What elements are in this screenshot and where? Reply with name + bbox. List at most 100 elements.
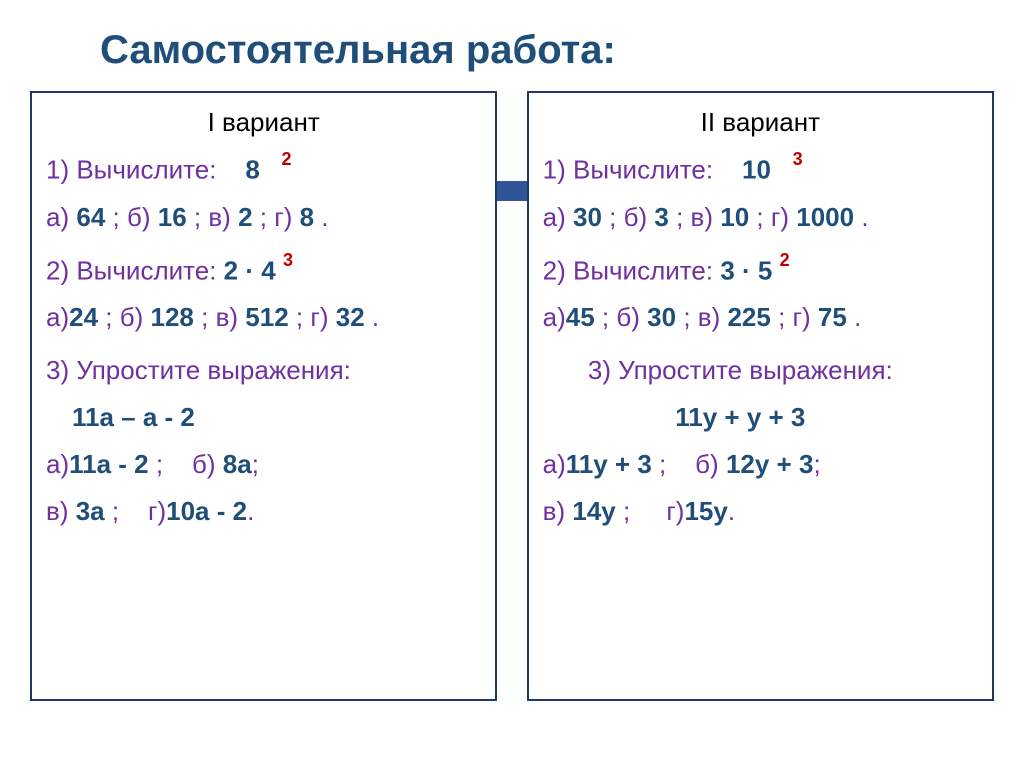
val: 75: [818, 302, 847, 332]
val: 8: [300, 202, 314, 232]
val: 225: [727, 302, 770, 332]
v2-q3-opts2: в) 14y ; г)15y.: [543, 492, 978, 531]
v2-q3-opts1: а)11y + 3 ; б) 12y + 3;: [543, 445, 978, 484]
opt: ; б): [609, 202, 647, 232]
exp: 3: [283, 250, 293, 270]
opt: ; в): [683, 302, 720, 332]
val: 15y: [684, 496, 727, 526]
opt: ; г): [623, 496, 684, 526]
variant-2-header: II вариант: [543, 103, 978, 142]
v1-q1-base: 8: [245, 155, 259, 185]
opt: ; в): [201, 302, 238, 332]
val: 3a: [76, 496, 105, 526]
end: .: [861, 202, 868, 232]
columns: I вариант 1) Вычислите: 8 2 а) 64 ; б) 1…: [30, 91, 994, 701]
opt-d: ; г): [260, 202, 293, 232]
end: .: [372, 302, 379, 332]
end: ;: [252, 449, 259, 479]
val: 11a - 2: [69, 449, 149, 479]
v1-q3-opts1: а)11a - 2 ; б) 8a;: [46, 445, 481, 484]
opt: в): [543, 496, 565, 526]
panel-connector: [497, 181, 526, 201]
num: 3: [720, 255, 734, 285]
expr: 11y + y + 3: [675, 402, 805, 432]
end: .: [321, 202, 328, 232]
end: .: [247, 496, 254, 526]
val: 8a: [223, 449, 252, 479]
v1-q1-options: а) 64 ; б) 16 ; в) 2 ; г) 8 .: [46, 198, 481, 237]
num: 2: [224, 255, 238, 285]
val: 2: [238, 202, 252, 232]
label: 1) Вычислите:: [543, 155, 713, 185]
val: 128: [151, 302, 194, 332]
v1-q2-options: а)24 ; б) 128 ; в) 512 ; г) 32 .: [46, 298, 481, 337]
opt-c: ; в): [194, 202, 231, 232]
variant-1-header: I вариант: [46, 103, 481, 142]
opt: а): [543, 302, 566, 332]
v2-q1: 1) Вычислите: 10 3: [543, 150, 978, 190]
base: 10: [742, 155, 771, 185]
label: 3) Упростите выражения:: [46, 355, 351, 385]
val: 11y + 3: [566, 449, 652, 479]
opt: ; б): [156, 449, 216, 479]
slide: Самостоятельная работа: I вариант 1) Выч…: [0, 0, 1024, 768]
opt: а): [543, 202, 566, 232]
v2-q3-label: 3) Упростите выражения:: [543, 351, 978, 390]
v1-q1-label: 1) Вычислите:: [46, 155, 216, 185]
v1-q1-exp: 2: [282, 149, 292, 169]
opt: ; б): [659, 449, 719, 479]
v1-q2-label: 2) Вычислите:: [46, 255, 216, 285]
opt: а): [46, 449, 69, 479]
v2-q2-options: а)45 ; б) 30 ; в) 225 ; г) 75 .: [543, 298, 978, 337]
v1-q2: 2) Вычислите: 2 · 4 3: [46, 251, 481, 291]
val: 10: [720, 202, 749, 232]
val: 45: [566, 302, 595, 332]
end: .: [728, 496, 735, 526]
variant-1-panel: I вариант 1) Вычислите: 8 2 а) 64 ; б) 1…: [30, 91, 497, 701]
opt: ; б): [602, 302, 640, 332]
val: 24: [69, 302, 98, 332]
val: 32: [336, 302, 365, 332]
variant-2-panel: II вариант 1) Вычислите: 10 3 а) 30 ; б)…: [527, 91, 994, 701]
v2-q3-expr: 11y + y + 3: [543, 398, 978, 437]
val: 14y: [572, 496, 615, 526]
end: .: [854, 302, 861, 332]
opt: ; г): [778, 302, 811, 332]
label: 3) Упростите выражения:: [588, 355, 893, 385]
val: 3: [654, 202, 668, 232]
opt-b: ; б): [113, 202, 151, 232]
opt: ; б): [105, 302, 143, 332]
v2-q1-options: а) 30 ; б) 3 ; в) 10 ; г) 1000 .: [543, 198, 978, 237]
opt: а): [543, 449, 566, 479]
val: 16: [158, 202, 187, 232]
exp: 2: [780, 250, 790, 270]
end: ;: [813, 449, 820, 479]
opt: ; в): [676, 202, 713, 232]
opt: в): [46, 496, 68, 526]
v1-q1: 1) Вычислите: 8 2: [46, 150, 481, 190]
dot: ·: [742, 255, 751, 285]
val: 64: [76, 202, 105, 232]
opt-a: а): [46, 202, 69, 232]
num: 5: [758, 255, 772, 285]
opt: ; г): [112, 496, 166, 526]
label: 2) Вычислите:: [543, 255, 713, 285]
val: 30: [573, 202, 602, 232]
v2-q2: 2) Вычислите: 3 · 5 2: [543, 251, 978, 291]
v1-q3-opts2: в) 3a ; г)10a - 2.: [46, 492, 481, 531]
opt: а): [46, 302, 69, 332]
val: 1000: [796, 202, 854, 232]
exp: 3: [793, 149, 803, 169]
page-title: Самостоятельная работа:: [100, 28, 994, 73]
val: 10a - 2: [166, 496, 247, 526]
val: 512: [245, 302, 288, 332]
opt: ; г): [296, 302, 329, 332]
expr: 11a – a - 2: [72, 402, 195, 432]
dot: ·: [245, 255, 254, 285]
val: 12y + 3: [726, 449, 813, 479]
v1-q3-label: 3) Упростите выражения:: [46, 351, 481, 390]
num: 4: [261, 255, 275, 285]
val: 30: [647, 302, 676, 332]
v1-q3-expr: 11a – a - 2: [72, 398, 481, 437]
opt: ; г): [756, 202, 789, 232]
